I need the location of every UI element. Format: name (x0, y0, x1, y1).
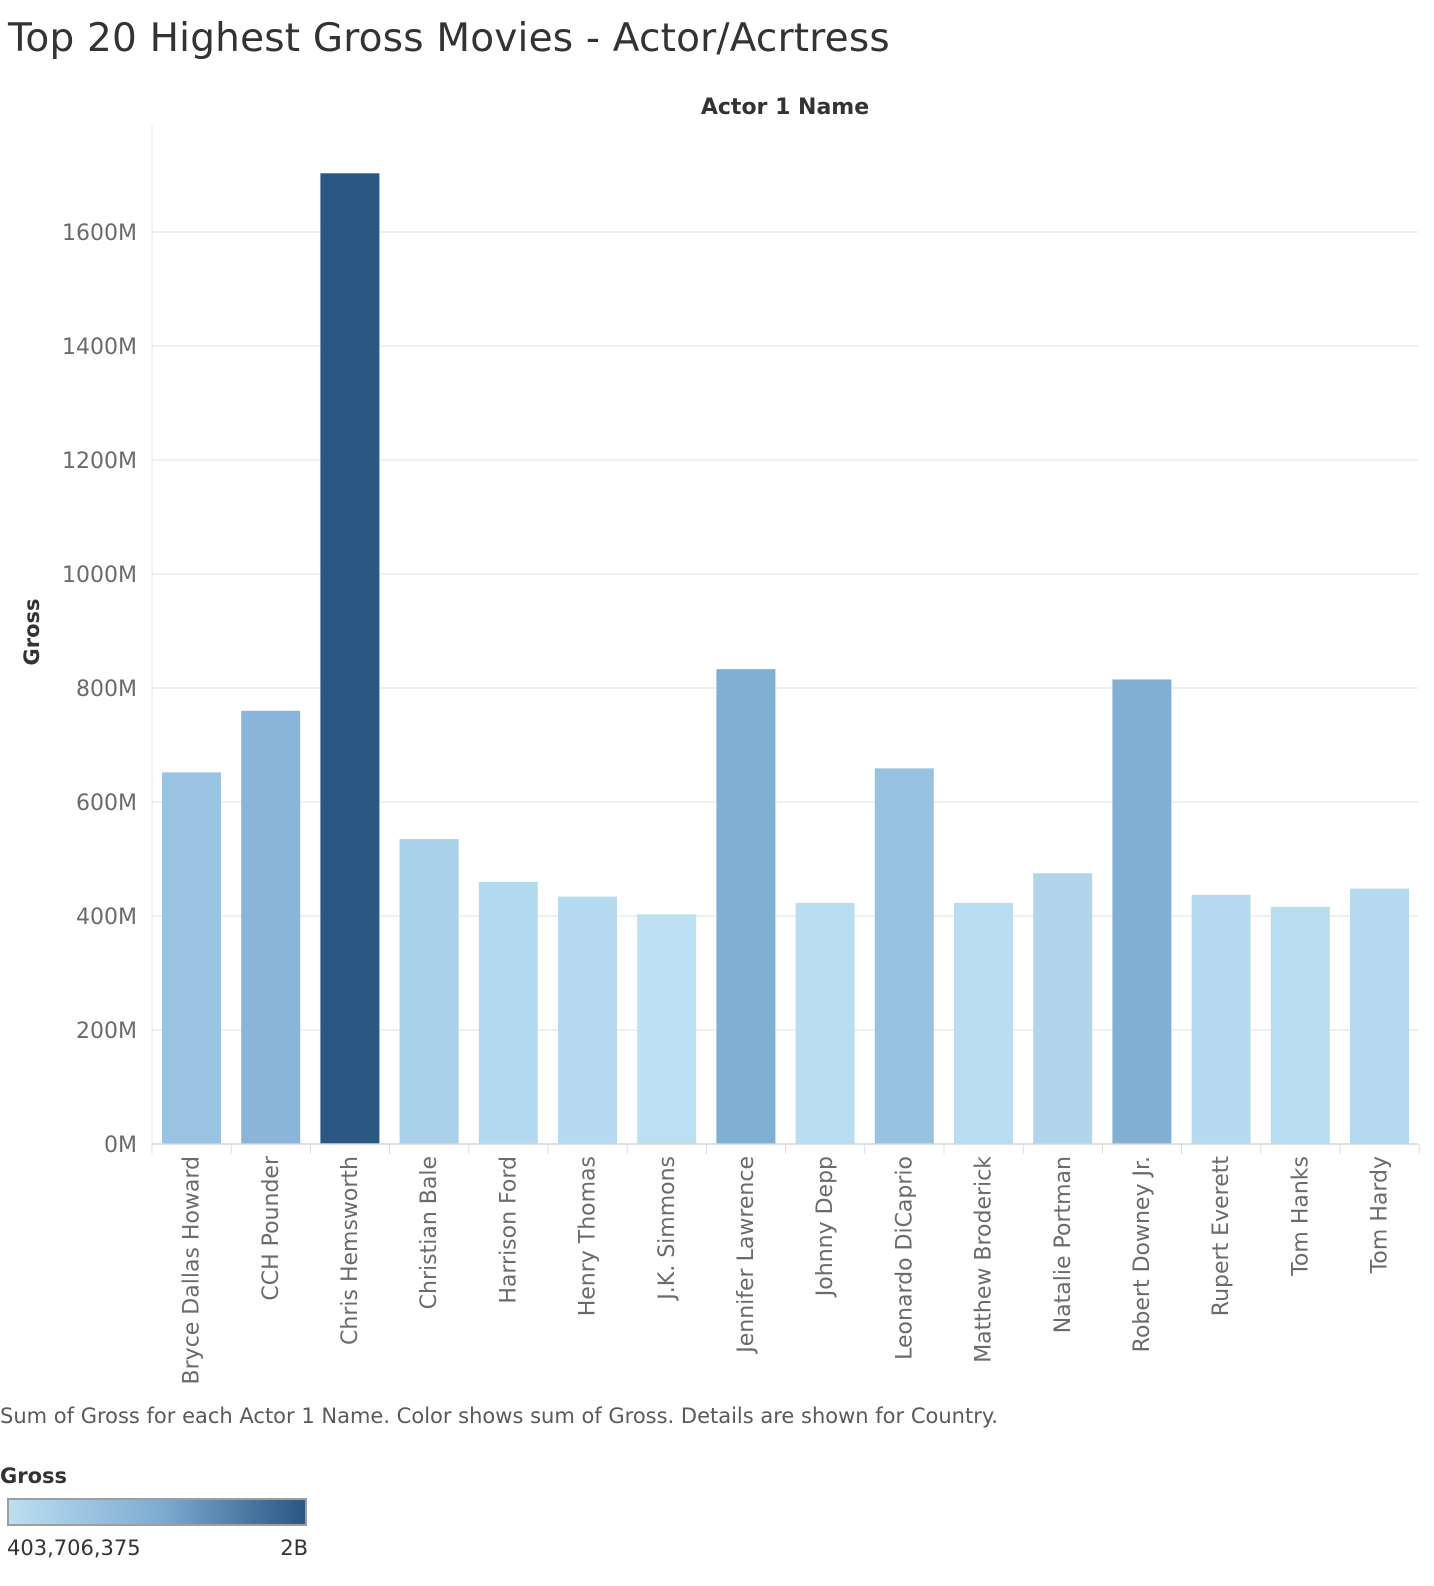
bar (795, 902, 855, 1144)
x-tick-label: Harrison Ford (496, 1156, 521, 1304)
x-tick-label: Jennifer Lawrence (734, 1156, 759, 1355)
bar (241, 710, 301, 1144)
x-tick-label: J.K. Simmons (655, 1156, 680, 1302)
y-tick-label: 600M (76, 791, 137, 816)
bar (874, 768, 934, 1144)
bar (1191, 894, 1251, 1144)
x-tick-label: Chris Hemsworth (338, 1156, 363, 1345)
y-tick-label: 0M (104, 1133, 137, 1158)
x-tick-label: Matthew Broderick (972, 1156, 997, 1363)
y-tick-label: 400M (76, 905, 137, 930)
y-tick-label: 1400M (62, 335, 137, 360)
bar (1033, 873, 1093, 1144)
x-tick-label: Christian Bale (417, 1156, 442, 1309)
bar (162, 772, 221, 1144)
bar (954, 902, 1013, 1144)
y-tick-label: 800M (76, 677, 137, 702)
x-tick-label: Tom Hanks (1288, 1156, 1313, 1277)
bar (399, 839, 459, 1144)
legend-min-label: 403,706,375 (7, 1536, 141, 1560)
x-tick-label: Rupert Everett (1209, 1156, 1234, 1317)
x-tick-label: CCH Pounder (259, 1155, 284, 1301)
bar (478, 881, 538, 1144)
legend-color-ramp (7, 1498, 307, 1526)
y-tick-label: 1600M (62, 221, 137, 246)
y-tick-label: 200M (76, 1019, 137, 1044)
x-tick-label: Natalie Portman (1051, 1156, 1076, 1333)
x-tick-label: Robert Downey Jr. (1130, 1156, 1155, 1352)
y-tick-label: 1200M (62, 449, 137, 474)
y-tick-label: 1000M (62, 563, 137, 588)
bar (558, 896, 617, 1144)
x-tick-label: Tom Hardy (1368, 1156, 1393, 1274)
bar (1270, 906, 1330, 1144)
bar (716, 669, 776, 1144)
x-tick-label: Leonardo DiCaprio (892, 1156, 917, 1360)
bar (320, 173, 380, 1145)
legend-title: Gross (0, 1464, 68, 1488)
x-header-label: Actor 1 Name (701, 95, 869, 120)
legend-max-label: 2B (280, 1536, 308, 1560)
chart-title: Top 20 Highest Gross Movies - Actor/Acrt… (8, 16, 890, 61)
x-tick-label: Henry Thomas (576, 1156, 601, 1316)
chart-caption: Sum of Gross for each Actor 1 Name. Colo… (0, 1404, 998, 1428)
bar-chart: Actor 1 Name Gross 0M 200M 400M 600M 800M 1000M… (20, 95, 1420, 1384)
x-tick-label: Bryce Dallas Howard (180, 1156, 205, 1384)
bar (1112, 679, 1172, 1144)
bar (637, 914, 697, 1144)
y-axis-title: Gross (20, 598, 44, 665)
color-legend: Gross 403,706,375 2B (0, 1464, 320, 1560)
x-tick-label: Johnny Depp (813, 1156, 838, 1298)
bar (1350, 888, 1409, 1144)
